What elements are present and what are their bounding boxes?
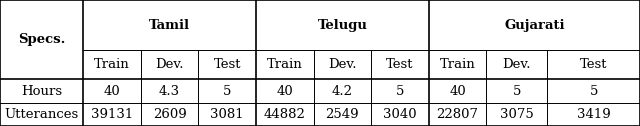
Text: 40: 40 — [276, 85, 293, 98]
Text: Dev.: Dev. — [156, 58, 184, 71]
Text: Test: Test — [387, 58, 413, 71]
Text: 3040: 3040 — [383, 108, 417, 121]
Text: Telugu: Telugu — [317, 19, 367, 32]
Text: 2609: 2609 — [153, 108, 186, 121]
Text: 5: 5 — [396, 85, 404, 98]
Text: 4.3: 4.3 — [159, 85, 180, 98]
Text: 5: 5 — [513, 85, 521, 98]
Text: Test: Test — [214, 58, 241, 71]
Text: 40: 40 — [104, 85, 120, 98]
Text: Tamil: Tamil — [149, 19, 190, 32]
Text: Train: Train — [440, 58, 476, 71]
Text: 39131: 39131 — [91, 108, 133, 121]
Text: 3081: 3081 — [211, 108, 244, 121]
Text: Dev.: Dev. — [502, 58, 531, 71]
Text: Utterances: Utterances — [4, 108, 79, 121]
Text: Gujarati: Gujarati — [504, 19, 564, 32]
Text: Test: Test — [580, 58, 607, 71]
Text: Train: Train — [267, 58, 303, 71]
Text: 40: 40 — [449, 85, 466, 98]
Text: 44882: 44882 — [264, 108, 306, 121]
Text: Dev.: Dev. — [328, 58, 356, 71]
Text: Hours: Hours — [21, 85, 62, 98]
Text: 4.2: 4.2 — [332, 85, 353, 98]
Text: Train: Train — [94, 58, 130, 71]
Text: 22807: 22807 — [436, 108, 479, 121]
Text: 3419: 3419 — [577, 108, 611, 121]
Text: 5: 5 — [223, 85, 232, 98]
Text: 5: 5 — [589, 85, 598, 98]
Text: 2549: 2549 — [326, 108, 359, 121]
Text: 3075: 3075 — [500, 108, 534, 121]
Text: Specs.: Specs. — [18, 33, 65, 46]
